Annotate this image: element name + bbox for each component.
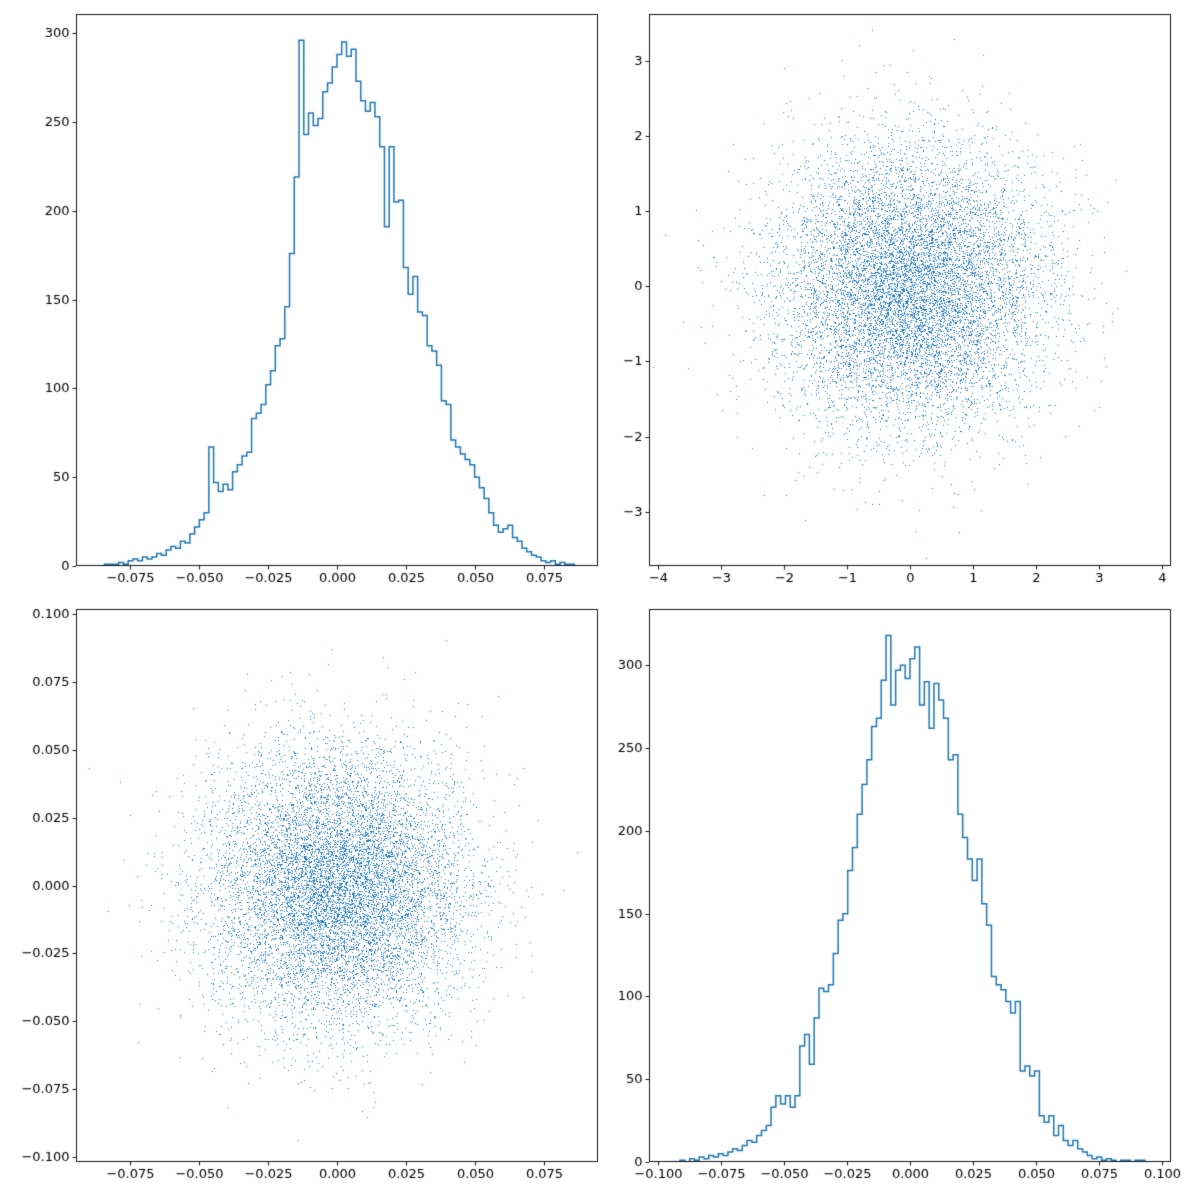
bottom-left-scatter-canvas	[0, 600, 600, 1200]
subplot-bottom-left-scatter	[0, 600, 600, 1200]
subplot-top-right-scatter	[600, 0, 1200, 600]
subplot-top-left-histogram	[0, 0, 600, 600]
top-left-histogram-canvas	[0, 0, 600, 600]
bottom-right-histogram-canvas	[600, 600, 1200, 1200]
subplot-bottom-right-histogram	[600, 600, 1200, 1200]
top-right-scatter-canvas	[600, 0, 1200, 600]
